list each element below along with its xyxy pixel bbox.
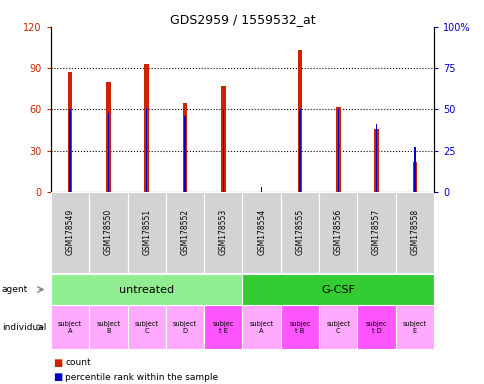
Bar [395,305,433,349]
Bar [144,64,149,192]
Bar [166,305,204,349]
Text: GSM178557: GSM178557 [371,209,380,255]
Bar [51,192,89,273]
Bar [51,305,89,349]
Text: untreated: untreated [119,285,174,295]
Text: GSM178550: GSM178550 [104,209,113,255]
Bar [51,274,242,305]
Bar [204,305,242,349]
Bar [280,305,318,349]
Bar [221,86,225,192]
Bar [242,305,280,349]
Bar [318,192,357,273]
Bar [280,192,318,273]
Bar [204,192,242,273]
Bar [335,107,340,192]
Text: GSM178552: GSM178552 [180,209,189,255]
Bar [412,162,416,192]
Text: GSM178554: GSM178554 [257,209,266,255]
Text: subjec
t B: subjec t B [288,321,310,334]
Text: subject
D: subject D [173,321,197,334]
Text: subject
E: subject E [402,321,426,334]
Text: GSM178556: GSM178556 [333,209,342,255]
Text: subjec
t D: subjec t D [365,321,387,334]
Text: subject
C: subject C [326,321,349,334]
Bar [375,124,377,192]
Bar [357,192,395,273]
Text: subjec
t E: subjec t E [212,321,234,334]
Text: subject
A: subject A [249,321,273,334]
Text: subject
B: subject B [96,321,120,334]
Text: agent: agent [2,285,28,294]
Bar [69,109,71,192]
Text: percentile rank within the sample: percentile rank within the sample [65,372,218,382]
Bar [374,129,378,192]
Bar [106,82,110,192]
Bar [184,116,185,192]
Bar [413,147,415,192]
Text: GSM178555: GSM178555 [295,209,304,255]
Text: GDS2959 / 1559532_at: GDS2959 / 1559532_at [169,13,315,26]
Bar [242,192,280,273]
Bar [242,274,433,305]
Text: subject
A: subject A [58,321,82,334]
Text: GSM178551: GSM178551 [142,209,151,255]
Bar [357,305,395,349]
Bar [146,108,147,192]
Text: subject
C: subject C [135,321,158,334]
Bar [318,305,357,349]
Bar [260,187,262,192]
Text: ■: ■ [53,358,62,368]
Bar [297,50,302,192]
Text: ■: ■ [53,372,62,382]
Bar [182,103,187,192]
Bar [68,72,72,192]
Bar [89,192,127,273]
Text: GSM178549: GSM178549 [65,209,75,255]
Bar [107,113,109,192]
Text: count: count [65,358,91,367]
Text: individual: individual [2,323,46,332]
Text: G-CSF: G-CSF [321,285,354,295]
Bar [89,305,127,349]
Bar [127,192,166,273]
Bar [337,109,338,192]
Bar [127,305,166,349]
Bar [395,192,433,273]
Bar [222,109,224,192]
Text: GSM178553: GSM178553 [218,209,227,255]
Bar [166,192,204,273]
Text: GSM178558: GSM178558 [409,209,419,255]
Bar [299,109,300,192]
